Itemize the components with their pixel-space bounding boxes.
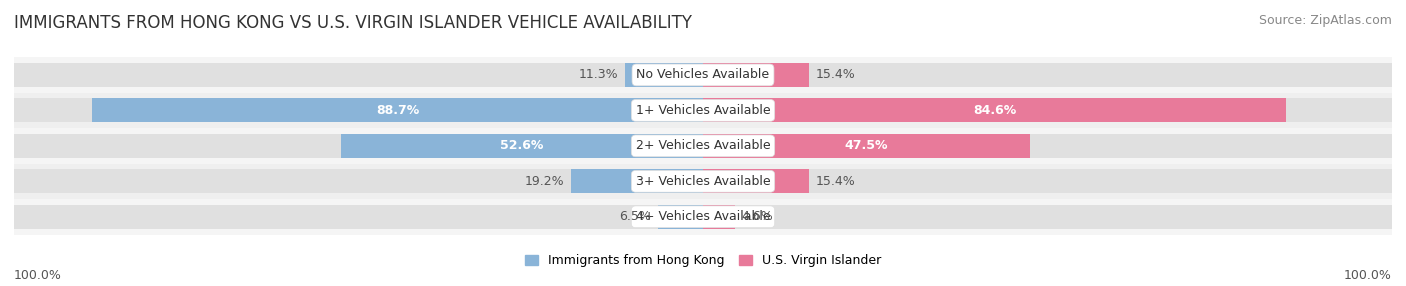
Bar <box>703 98 1286 122</box>
Text: 4.6%: 4.6% <box>741 210 773 223</box>
Bar <box>14 134 703 158</box>
Text: Source: ZipAtlas.com: Source: ZipAtlas.com <box>1258 14 1392 27</box>
Bar <box>703 98 1392 122</box>
Text: 2+ Vehicles Available: 2+ Vehicles Available <box>636 139 770 152</box>
Bar <box>703 205 1392 229</box>
Bar <box>703 134 1392 158</box>
Text: 84.6%: 84.6% <box>973 104 1017 117</box>
Text: 4+ Vehicles Available: 4+ Vehicles Available <box>636 210 770 223</box>
Text: 15.4%: 15.4% <box>815 175 856 188</box>
Bar <box>703 205 735 229</box>
Bar <box>14 128 1392 164</box>
Text: 47.5%: 47.5% <box>845 139 889 152</box>
Bar <box>340 134 703 158</box>
Text: 52.6%: 52.6% <box>501 139 544 152</box>
Text: 3+ Vehicles Available: 3+ Vehicles Available <box>636 175 770 188</box>
Bar <box>626 63 703 87</box>
Bar <box>14 205 703 229</box>
Bar <box>703 63 1392 87</box>
Bar <box>571 169 703 193</box>
Legend: Immigrants from Hong Kong, U.S. Virgin Islander: Immigrants from Hong Kong, U.S. Virgin I… <box>524 254 882 267</box>
Text: 15.4%: 15.4% <box>815 68 856 82</box>
Bar <box>703 63 808 87</box>
Bar <box>703 169 808 193</box>
Bar <box>14 63 703 87</box>
Text: IMMIGRANTS FROM HONG KONG VS U.S. VIRGIN ISLANDER VEHICLE AVAILABILITY: IMMIGRANTS FROM HONG KONG VS U.S. VIRGIN… <box>14 14 692 32</box>
Text: 88.7%: 88.7% <box>375 104 419 117</box>
Bar <box>91 98 703 122</box>
Text: 19.2%: 19.2% <box>524 175 564 188</box>
Bar <box>658 205 703 229</box>
Text: 1+ Vehicles Available: 1+ Vehicles Available <box>636 104 770 117</box>
Text: 100.0%: 100.0% <box>14 269 62 282</box>
Bar <box>14 164 1392 199</box>
Text: 11.3%: 11.3% <box>579 68 619 82</box>
Bar <box>14 169 703 193</box>
Text: No Vehicles Available: No Vehicles Available <box>637 68 769 82</box>
Text: 6.5%: 6.5% <box>620 210 651 223</box>
Bar <box>14 57 1392 93</box>
Text: 100.0%: 100.0% <box>1344 269 1392 282</box>
Bar <box>703 169 1392 193</box>
Bar <box>14 93 1392 128</box>
Bar <box>703 134 1031 158</box>
Bar <box>14 98 703 122</box>
Bar <box>14 199 1392 235</box>
